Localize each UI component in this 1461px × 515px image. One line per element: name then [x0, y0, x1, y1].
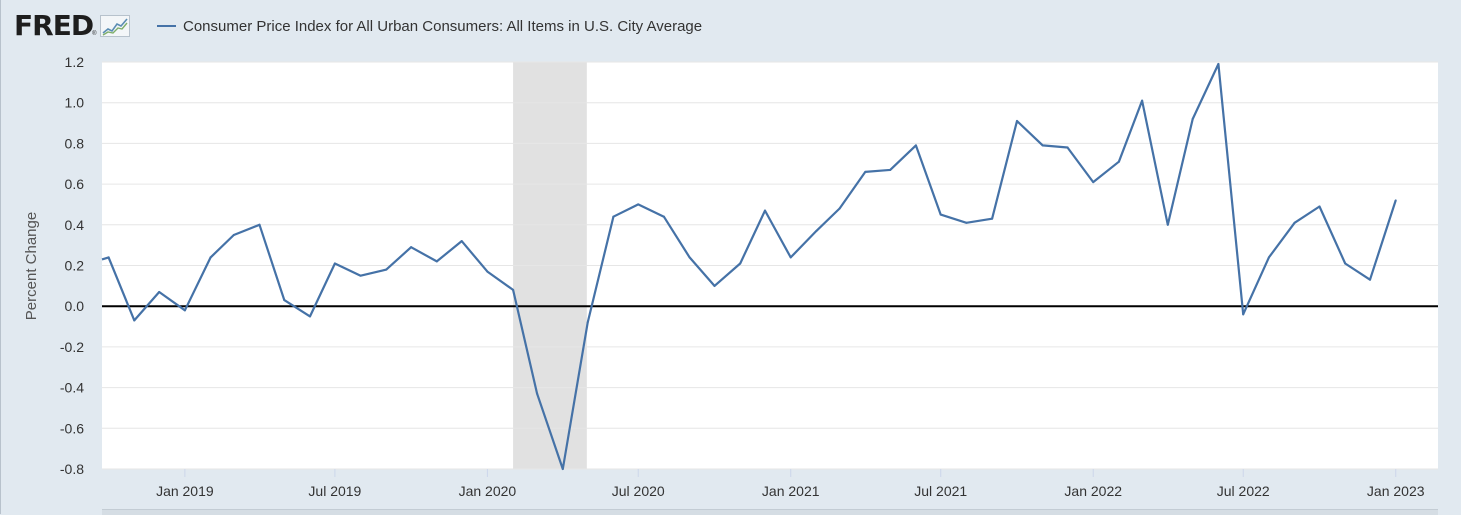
y-tick-label: -0.4 [60, 380, 84, 396]
x-tick-label: Jan 2019 [156, 483, 214, 499]
data-point [789, 256, 792, 259]
data-point [991, 217, 994, 220]
data-point [1267, 256, 1270, 259]
data-point [1015, 120, 1018, 123]
data-point [258, 223, 261, 226]
data-point [764, 209, 767, 212]
data-point [914, 144, 917, 147]
data-point [561, 468, 564, 470]
data-point [359, 274, 362, 277]
data-point [1117, 160, 1120, 163]
data-point [435, 260, 438, 263]
x-tick-label: Jan 2020 [459, 483, 517, 499]
data-point [1041, 144, 1044, 147]
data-point [1394, 199, 1397, 202]
series-points [107, 63, 1397, 470]
date-range-slider[interactable] [102, 509, 1438, 515]
data-point [688, 256, 691, 259]
x-axis: Jan 2019 Jul 2019 Jan 2020 Jul 2020 Jan 2021… [156, 469, 1425, 499]
data-point [713, 284, 716, 287]
data-point [1191, 117, 1194, 120]
x-tick-label: Jan 2022 [1064, 483, 1122, 499]
data-point [637, 203, 640, 206]
data-point [107, 256, 110, 259]
y-tick-label: 1.0 [65, 95, 85, 111]
y-tick-label: 0.0 [65, 298, 85, 314]
data-point [662, 215, 665, 218]
data-point [133, 319, 136, 322]
x-tick-label: Jul 2019 [308, 483, 361, 499]
x-tick-label: Jul 2021 [914, 483, 967, 499]
data-point [1217, 63, 1220, 66]
data-point [815, 229, 818, 232]
data-point [183, 309, 186, 312]
y-tick-label: 0.4 [65, 217, 85, 233]
y-tick-label: 0.2 [65, 258, 85, 274]
data-point [1344, 262, 1347, 265]
x-tick-label: Jul 2020 [612, 483, 665, 499]
data-point [1318, 205, 1321, 208]
data-point [385, 268, 388, 271]
y-tick-label: 0.8 [65, 135, 85, 151]
data-point [1369, 278, 1372, 281]
x-tick-label: Jan 2023 [1367, 483, 1425, 499]
data-point [586, 321, 589, 324]
data-point [283, 299, 286, 302]
data-point [158, 290, 161, 293]
y-tick-label: 1.2 [65, 54, 85, 70]
data-point [209, 256, 212, 259]
data-point [333, 262, 336, 265]
data-point [512, 288, 515, 291]
data-point [1092, 181, 1095, 184]
registered-mark: ® [92, 31, 97, 37]
data-point [965, 221, 968, 224]
y-tick-label: 0.6 [65, 176, 85, 192]
data-point [232, 233, 235, 236]
y-axis: 1.2 1.0 0.8 0.6 0.4 0.2 0.0 -0.2 -0.4 -0.6 -0.8 [60, 54, 84, 477]
x-tick-label: Jan 2021 [762, 483, 820, 499]
data-point [1166, 223, 1169, 226]
data-point [460, 240, 463, 243]
data-point [612, 215, 615, 218]
data-point [1242, 313, 1245, 316]
gridlines [102, 61, 1438, 470]
data-point [864, 170, 867, 173]
data-point [739, 262, 742, 265]
data-point [536, 392, 539, 395]
data-point [1141, 99, 1144, 102]
data-point [838, 207, 841, 210]
data-point [410, 246, 413, 249]
data-point [486, 270, 489, 273]
data-point [1293, 221, 1296, 224]
legend-label: Consumer Price Index for All Urban Consu… [183, 17, 703, 35]
legend[interactable]: Consumer Price Index for All Urban Consu… [157, 14, 702, 38]
y-tick-label: -0.6 [60, 420, 84, 436]
y-tick-label: -0.2 [60, 339, 84, 355]
frame-edge [0, 0, 1, 514]
line-graph-icon [100, 15, 131, 37]
legend-swatch [157, 25, 176, 27]
fred-logo[interactable]: FRED ® [14, 9, 131, 42]
y-tick-label: -0.8 [60, 461, 84, 477]
y-axis-title: Percent Change [23, 212, 40, 320]
data-point [939, 213, 942, 216]
data-point [309, 315, 312, 318]
data-point [889, 168, 892, 171]
data-point [1066, 146, 1069, 149]
x-tick-label: Jul 2022 [1217, 483, 1270, 499]
logo-text: FRED [14, 9, 94, 42]
